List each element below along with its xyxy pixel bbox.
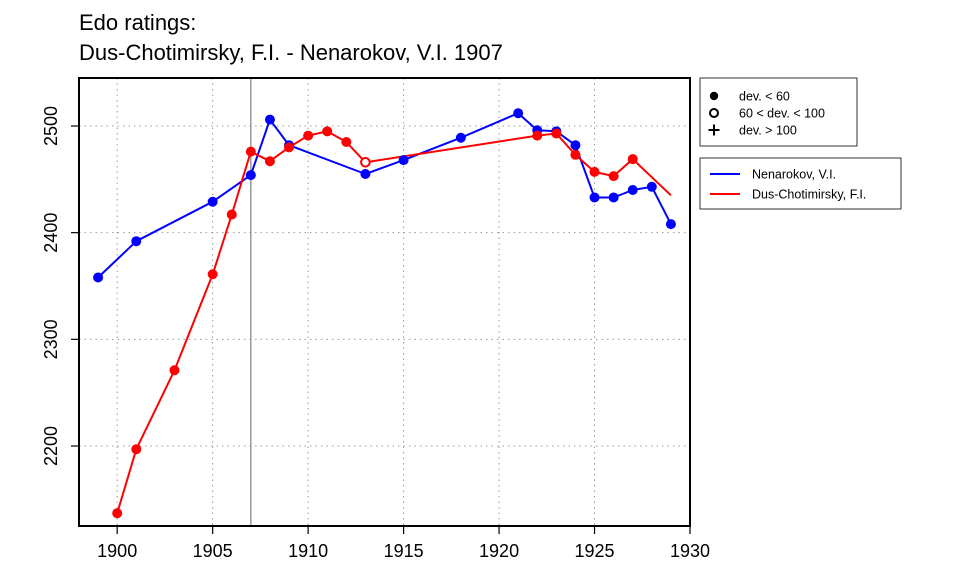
data-point-1-5 — [245, 146, 256, 157]
data-point-1-0 — [112, 508, 123, 519]
data-point-0-12 — [570, 140, 581, 151]
y-tick-label-2: 2400 — [41, 213, 61, 253]
plot-frame — [78, 77, 691, 527]
y-tick-label-0: 2200 — [41, 426, 61, 466]
data-point-1-17 — [627, 154, 638, 165]
chart-title: Edo ratings: — [79, 10, 196, 35]
data-point-1-4 — [226, 209, 237, 220]
data-point-1-16 — [608, 171, 619, 182]
x-axis: 1900 1905 1910 1915 1920 1925 1930 — [97, 526, 710, 561]
x-tick-label-5: 1925 — [575, 541, 615, 561]
data-point-1-3 — [207, 269, 218, 280]
data-point-0-15 — [627, 185, 638, 195]
open-circle-icon — [709, 108, 719, 118]
marker-legend-label-0: dev. < 60 — [739, 90, 790, 104]
data-point-0-8 — [455, 132, 466, 143]
data-point-1-14 — [570, 149, 581, 160]
x-tick-label-3: 1915 — [384, 541, 424, 561]
series-line-0 — [97, 112, 672, 279]
data-point-1-12 — [532, 130, 543, 141]
x-tick-label-4: 1920 — [479, 541, 519, 561]
filled-circle-icon — [709, 91, 719, 101]
marker-legend-label-2: dev. > 100 — [739, 124, 797, 138]
data-point-0-7 — [398, 155, 409, 166]
legend-label-dus-chotimirsky: Dus-Chotimirsky, F.I. — [752, 188, 866, 202]
series-legend: Nenarokov, V.I. Dus-Chotimirsky, F.I. — [699, 157, 902, 210]
data-point-0-17 — [665, 219, 676, 230]
x-tick-label-6: 1930 — [670, 541, 710, 561]
chart-subtitle: Dus-Chotimirsky, F.I. - Nenarokov, V.I. … — [79, 40, 503, 65]
marker-legend: dev. < 60 60 < dev. < 100 dev. > 100 — [699, 77, 858, 147]
y-tick-label-1: 2300 — [41, 319, 61, 359]
data-point-0-4 — [264, 114, 275, 125]
marker-legend-box — [699, 77, 858, 147]
y-tick-label-3: 2500 — [41, 106, 61, 146]
data-point-1-6 — [264, 156, 275, 167]
series-layer — [93, 108, 676, 519]
plus-icon — [708, 124, 720, 136]
data-point-0-2 — [207, 196, 218, 207]
data-point-0-16 — [646, 181, 657, 192]
y-axis: 2200 2300 2400 2500 — [41, 106, 79, 466]
data-point-1-13 — [551, 128, 562, 139]
data-point-1-11 — [360, 156, 371, 168]
series-line-1 — [116, 130, 672, 514]
data-point-0-14 — [608, 192, 619, 203]
legend-label-nenarokov: Nenarokov, V.I. — [752, 168, 836, 182]
data-point-0-1 — [131, 236, 142, 247]
data-point-0-13 — [589, 192, 600, 203]
x-tick-label-2: 1910 — [288, 541, 328, 561]
marker-legend-label-1: 60 < dev. < 100 — [739, 107, 825, 121]
data-point-0-6 — [360, 169, 371, 179]
series-legend-box — [699, 157, 902, 210]
data-point-1-1 — [131, 444, 142, 455]
data-point-1-10 — [341, 137, 352, 147]
data-point-1-8 — [303, 130, 314, 141]
data-point-1-2 — [169, 365, 180, 376]
gridlines — [79, 78, 690, 526]
data-point-0-9 — [513, 108, 524, 119]
data-point-0-0 — [93, 272, 104, 283]
x-tick-label-1: 1905 — [193, 541, 233, 561]
data-point-1-7 — [284, 142, 295, 153]
x-tick-label-0: 1900 — [97, 541, 137, 561]
data-point-0-3 — [245, 170, 256, 181]
data-point-1-15 — [589, 166, 600, 177]
data-point-1-9 — [322, 126, 333, 137]
